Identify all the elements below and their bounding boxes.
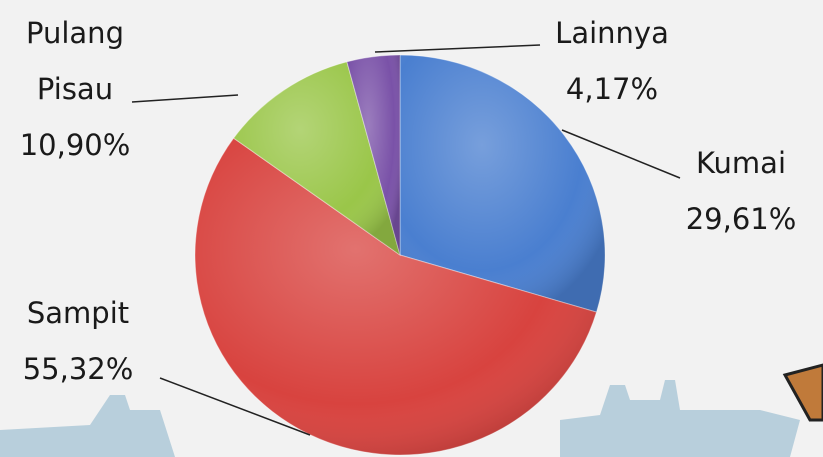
decor-arrow xyxy=(782,363,823,422)
category-label: Sampit xyxy=(26,296,130,330)
value-label: 55,32% xyxy=(22,352,134,386)
leader-line xyxy=(374,44,541,53)
value-label: 4,17% xyxy=(565,72,659,106)
slice-label: Sampit 55,32% xyxy=(0,285,158,397)
background-ships xyxy=(0,380,800,457)
value-label: 10,90% xyxy=(19,128,131,162)
leaders xyxy=(131,44,681,436)
leader-line xyxy=(159,377,311,436)
category-label: Pulang Pisau xyxy=(26,16,124,106)
category-label: Lainnya xyxy=(555,16,669,50)
leader-line xyxy=(561,129,681,179)
slice-label: Lainnya 4,17% xyxy=(532,5,692,117)
category-label: Kumai xyxy=(695,146,787,180)
leader-line xyxy=(131,94,239,103)
slice-label: Pulang Pisau 10,90% xyxy=(0,5,155,173)
slice-label: Kumai 29,61% xyxy=(661,135,821,247)
value-label: 29,61% xyxy=(685,202,797,236)
